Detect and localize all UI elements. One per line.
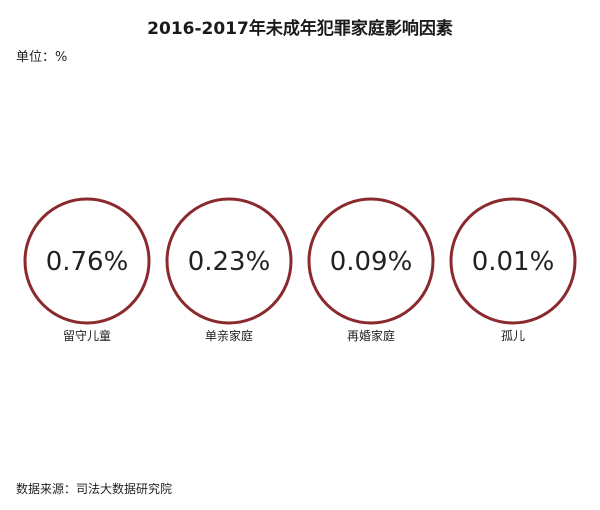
stat-value: 0.09%: [330, 247, 413, 277]
stat-label: 单亲家庭: [205, 328, 253, 343]
stat-item: 0.01% 孤儿: [449, 197, 577, 343]
stat-label: 留守儿童: [63, 328, 111, 343]
stat-circle: [307, 197, 435, 325]
stat-label: 再婚家庭: [347, 328, 395, 343]
stat-item: 0.76% 留守儿童: [23, 197, 151, 343]
stat-circle: [449, 197, 577, 325]
stat-value: 0.01%: [472, 247, 555, 277]
chart-title: 2016-2017年未成年犯罪家庭影响因素: [147, 19, 453, 39]
unit-label: 单位：%: [16, 50, 68, 65]
stat-item: 0.09% 再婚家庭: [307, 197, 435, 343]
stat-label: 孤儿: [501, 329, 525, 343]
stat-value: 0.76%: [46, 247, 129, 277]
source-note: 数据来源：司法大数据研究院: [16, 482, 173, 496]
stat-value: 0.23%: [188, 247, 271, 277]
stat-circle: [165, 197, 293, 325]
stat-circle: [23, 197, 151, 325]
stat-item: 0.23% 单亲家庭: [165, 197, 293, 343]
